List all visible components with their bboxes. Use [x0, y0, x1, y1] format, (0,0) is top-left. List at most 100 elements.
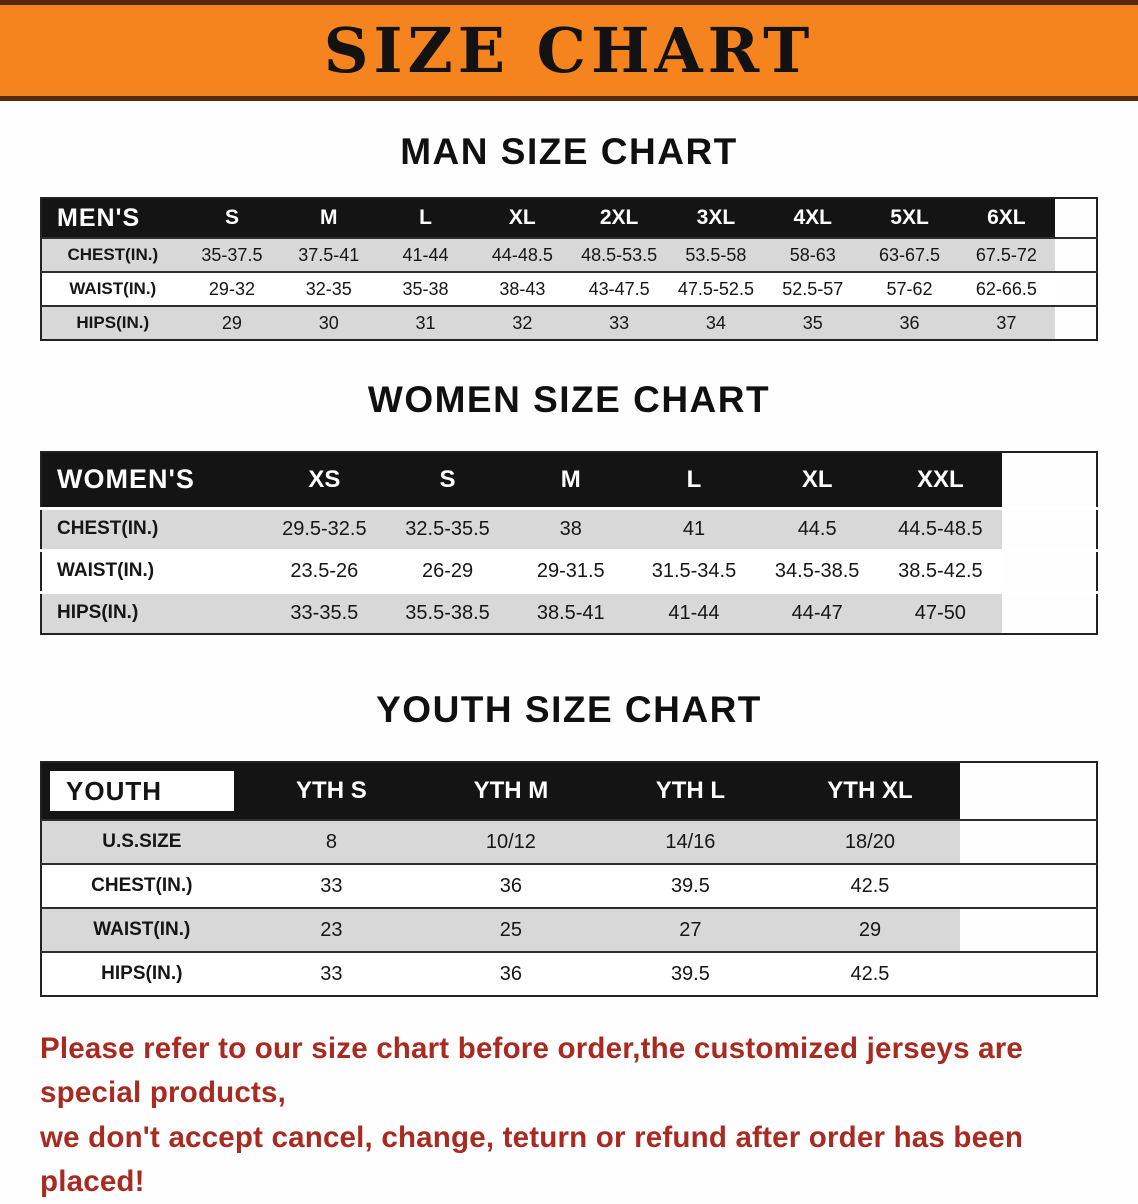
value-cell: 52.5-57	[764, 272, 861, 306]
value-cell: 44.5-48.5	[879, 508, 1002, 550]
note-line-2: we don't accept cancel, change, teturn o…	[40, 1116, 1098, 1204]
value-cell: 42.5	[780, 864, 960, 908]
corner-header-cell: YOUTH	[41, 762, 242, 820]
value-cell: 18/20	[780, 820, 960, 864]
value-cell: 47.5-52.5	[668, 272, 765, 306]
value-cell: 32-35	[280, 272, 377, 306]
women-section-heading: WOMEN SIZE CHART	[40, 379, 1098, 421]
size-header-cell: YTH XL	[780, 762, 960, 820]
value-cell: 34	[668, 306, 765, 340]
size-header-cell: XXL	[879, 452, 1002, 508]
value-cell: 63-67.5	[861, 238, 958, 272]
row-label-cell: HIPS(IN.)	[41, 592, 263, 634]
value-cell: 33	[242, 952, 422, 996]
value-cell: 36	[421, 952, 601, 996]
size-header-cell: M	[280, 198, 377, 238]
size-header-cell: YTH M	[421, 762, 601, 820]
size-chart-banner: SIZE CHART	[0, 0, 1138, 101]
value-cell: 41-44	[377, 238, 474, 272]
value-cell: 29-31.5	[509, 550, 632, 592]
size-header-cell: 4XL	[764, 198, 861, 238]
row-label-cell: U.S.SIZE	[41, 820, 242, 864]
value-cell: 35.5-38.5	[386, 592, 509, 634]
size-header-cell: YTH L	[601, 762, 781, 820]
value-cell: 10/12	[421, 820, 601, 864]
row-label-cell: CHEST(IN.)	[41, 864, 242, 908]
row-label-cell: HIPS(IN.)	[41, 952, 242, 996]
size-header-cell: L	[632, 452, 755, 508]
value-cell: 36	[421, 864, 601, 908]
value-cell: 26-29	[386, 550, 509, 592]
value-cell: 44-48.5	[474, 238, 571, 272]
corner-header-cell: WOMEN'S	[41, 452, 263, 508]
value-cell: 32.5-35.5	[386, 508, 509, 550]
value-cell: 41	[632, 508, 755, 550]
value-cell: 42.5	[780, 952, 960, 996]
value-cell: 33	[571, 306, 668, 340]
value-cell: 67.5-72	[958, 238, 1055, 272]
value-cell: 37.5-41	[280, 238, 377, 272]
value-cell: 29	[184, 306, 281, 340]
value-cell: 35-38	[377, 272, 474, 306]
value-cell: 37	[958, 306, 1055, 340]
value-cell: 29	[780, 908, 960, 952]
value-cell: 27	[601, 908, 781, 952]
value-cell: 43-47.5	[571, 272, 668, 306]
row-label-cell: HIPS(IN.)	[41, 306, 184, 340]
value-cell: 31	[377, 306, 474, 340]
value-cell: 53.5-58	[668, 238, 765, 272]
youth-section-heading: YOUTH SIZE CHART	[40, 689, 1098, 731]
value-cell: 34.5-38.5	[756, 550, 879, 592]
size-header-cell: 3XL	[668, 198, 765, 238]
size-header-cell: M	[509, 452, 632, 508]
size-header-cell: 5XL	[861, 198, 958, 238]
size-header-cell: XL	[756, 452, 879, 508]
value-cell: 39.5	[601, 864, 781, 908]
value-cell: 36	[861, 306, 958, 340]
men-section-heading: MAN SIZE CHART	[40, 131, 1098, 173]
value-cell: 23.5-26	[263, 550, 386, 592]
value-cell: 57-62	[861, 272, 958, 306]
value-cell: 58-63	[764, 238, 861, 272]
value-cell: 48.5-53.5	[571, 238, 668, 272]
value-cell: 23	[242, 908, 422, 952]
value-cell: 30	[280, 306, 377, 340]
value-cell: 32	[474, 306, 571, 340]
size-header-cell: 2XL	[571, 198, 668, 238]
size-header-cell: 6XL	[958, 198, 1055, 238]
value-cell: 47-50	[879, 592, 1002, 634]
value-cell: 25	[421, 908, 601, 952]
value-cell: 29.5-32.5	[263, 508, 386, 550]
size-header-cell: XL	[474, 198, 571, 238]
value-cell: 41-44	[632, 592, 755, 634]
corner-header-cell: MEN'S	[41, 198, 184, 238]
value-cell: 29-32	[184, 272, 281, 306]
value-cell: 35-37.5	[184, 238, 281, 272]
row-label-cell: CHEST(IN.)	[41, 238, 184, 272]
size-header-cell: YTH S	[242, 762, 422, 820]
value-cell: 38.5-42.5	[879, 550, 1002, 592]
value-cell: 39.5	[601, 952, 781, 996]
value-cell: 35	[764, 306, 861, 340]
size-header-cell: L	[377, 198, 474, 238]
value-cell: 38-43	[474, 272, 571, 306]
